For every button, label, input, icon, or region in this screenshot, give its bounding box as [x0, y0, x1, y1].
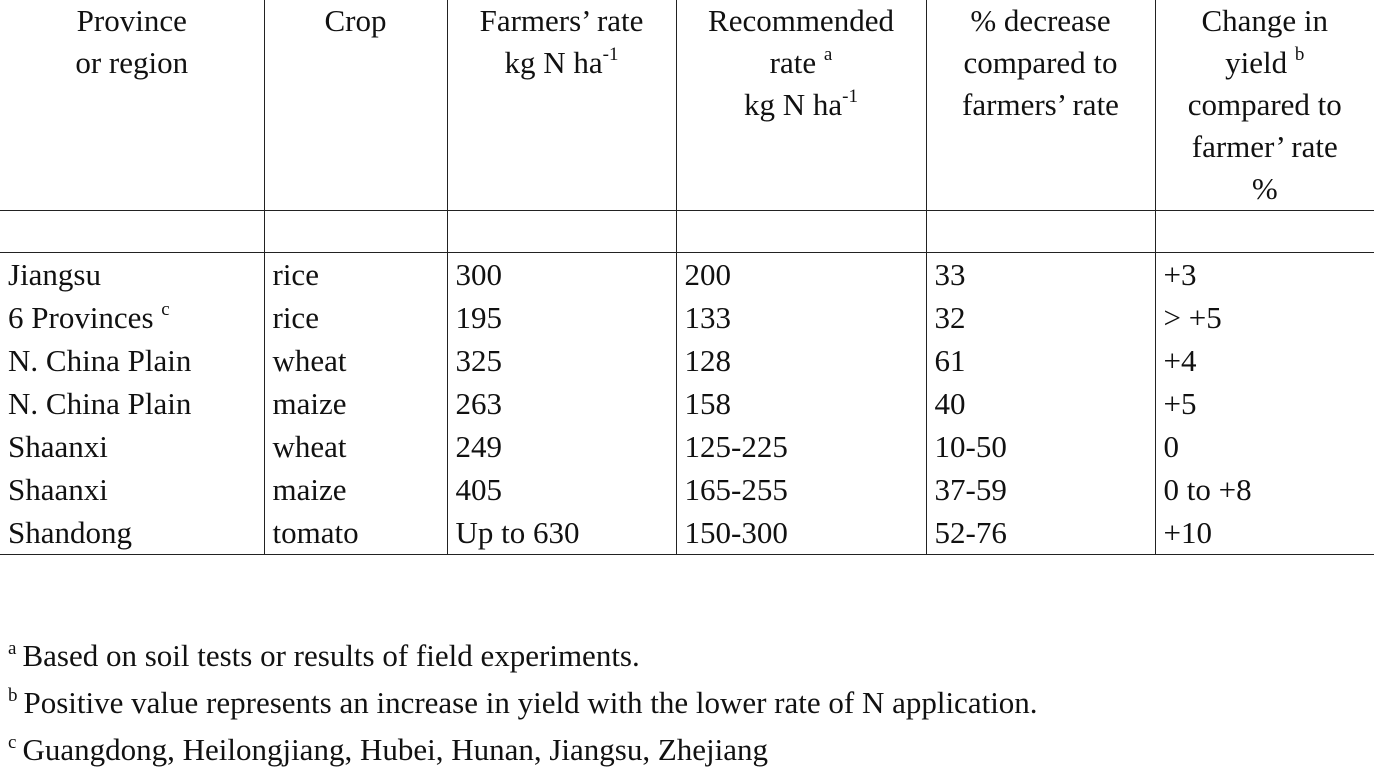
- header-recommended-rate: Recommended rate a kg N ha-1: [675, 0, 926, 211]
- header-change-in-yield: Change in yield b compared to farmer’ rate%: [1154, 0, 1374, 211]
- cell-farmers-rate: 405: [446, 468, 676, 511]
- cell-recommended-rate: 158: [675, 382, 926, 425]
- cell-crop: maize: [263, 382, 447, 425]
- cell-crop: rice: [263, 252, 447, 296]
- spacer-row: [0, 210, 1374, 253]
- cell-farmers-rate: 195: [446, 296, 676, 339]
- cell-province: N. China Plain: [8, 386, 192, 421]
- cell-province: Shaanxi: [8, 472, 108, 507]
- cell-province: 6 Provinces c: [8, 299, 170, 335]
- cell-farmers-rate: 325: [446, 339, 676, 382]
- cell-farmers-rate: 263: [446, 382, 676, 425]
- cell-percent-decrease: 40: [925, 382, 1155, 425]
- cell-change-in-yield: +5: [1154, 382, 1374, 425]
- cell-change-in-yield: +4: [1154, 339, 1374, 382]
- header-province: Province or region: [0, 0, 264, 211]
- cell-farmers-rate: 300: [446, 252, 676, 296]
- cell-province: Jiangsu: [8, 257, 101, 292]
- table-row: N. China Plain maize 263 158 40 +5: [0, 382, 1374, 425]
- cell-change-in-yield: > +5: [1154, 296, 1374, 339]
- table-row: Shaanxi maize 405 165-255 37-59 0 to +8: [0, 468, 1374, 511]
- cell-recommended-rate: 125-225: [675, 425, 926, 468]
- cell-recommended-rate: 200: [675, 252, 926, 296]
- cell-percent-decrease: 32: [925, 296, 1155, 339]
- cell-recommended-rate: 165-255: [675, 468, 926, 511]
- cell-change-in-yield: +10: [1154, 511, 1374, 555]
- footnotes: a Based on soil tests or results of field…: [8, 632, 1038, 773]
- header-row: Province or region Crop Farmers’ rate kg N…: [0, 0, 1374, 211]
- table-row: Shaanxi wheat 249 125-225 10-50 0: [0, 425, 1374, 468]
- nitrogen-rate-table: Province or region Crop Farmers’ rate kg N…: [0, 0, 1374, 555]
- table-row: Shandong tomato Up to 630 150-300 52-76 …: [0, 511, 1374, 555]
- cell-crop: wheat: [263, 425, 447, 468]
- cell-change-in-yield: +3: [1154, 252, 1374, 296]
- header-percent-decrease: % decrease compared to farmers’ rate: [925, 0, 1155, 211]
- footnote-a: a Based on soil tests or results of field…: [8, 638, 640, 673]
- header-crop: Crop: [263, 0, 447, 211]
- table-row: N. China Plain wheat 325 128 61 +4: [0, 339, 1374, 382]
- cell-crop: maize: [263, 468, 447, 511]
- cell-province: Shandong: [0, 511, 264, 555]
- cell-percent-decrease: 52-76: [925, 511, 1155, 555]
- cell-crop: tomato: [263, 511, 447, 555]
- table-row: Jiangsu rice 300 200 33 +3: [0, 252, 1374, 296]
- cell-farmers-rate: Up to 630: [446, 511, 676, 555]
- cell-change-in-yield: 0: [1154, 425, 1374, 468]
- footnote-b: b Positive value represents an increase i…: [8, 685, 1038, 720]
- cell-crop: rice: [263, 296, 447, 339]
- cell-percent-decrease: 10-50: [925, 425, 1155, 468]
- footnote-c: c Guangdong, Heilongjiang, Hubei, Hunan, …: [8, 732, 769, 767]
- cell-farmers-rate: 249: [446, 425, 676, 468]
- cell-crop: wheat: [263, 339, 447, 382]
- cell-recommended-rate: 150-300: [675, 511, 926, 555]
- table-row: 6 Provinces c rice 195 133 32 > +5: [0, 296, 1374, 339]
- header-farmers-rate: Farmers’ rate kg N ha-1: [446, 0, 676, 211]
- cell-province: Shaanxi: [8, 429, 108, 464]
- cell-recommended-rate: 128: [675, 339, 926, 382]
- cell-recommended-rate: 133: [675, 296, 926, 339]
- cell-province: N. China Plain: [8, 343, 192, 378]
- cell-percent-decrease: 33: [925, 252, 1155, 296]
- cell-change-in-yield: 0 to +8: [1154, 468, 1374, 511]
- cell-percent-decrease: 61: [925, 339, 1155, 382]
- cell-percent-decrease: 37-59: [925, 468, 1155, 511]
